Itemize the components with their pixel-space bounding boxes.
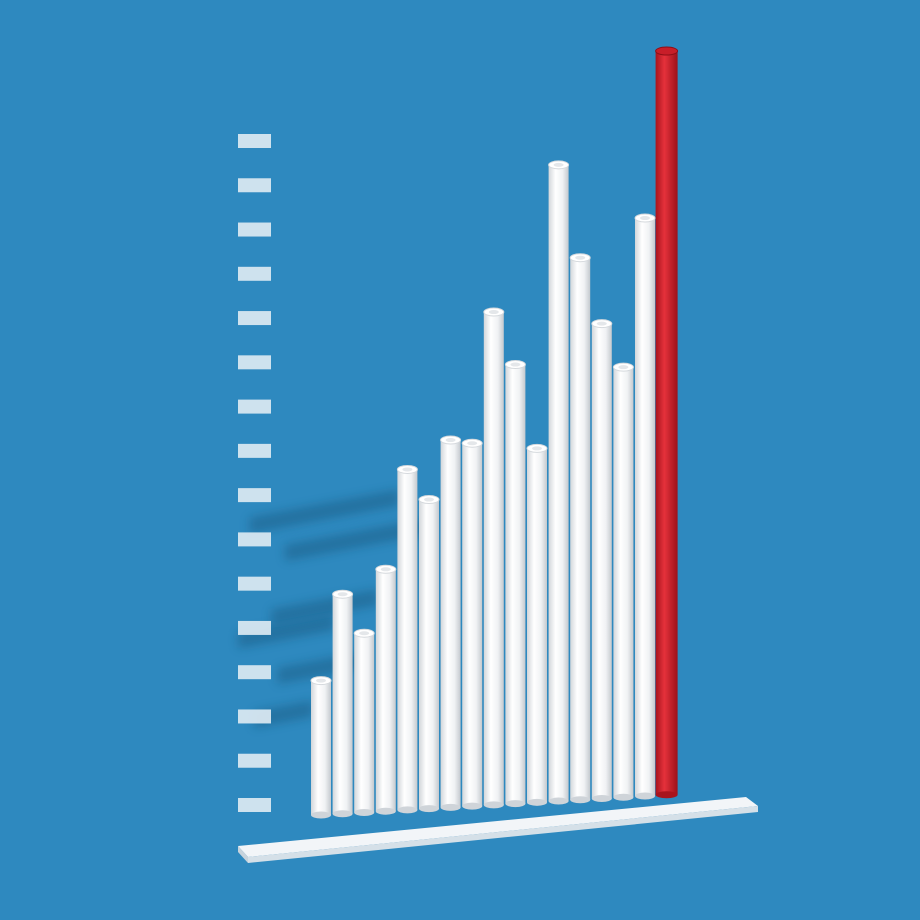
bar-body [440,440,461,808]
bar-shadows [238,489,421,728]
bar-body [483,312,504,805]
bar-top-hole [488,310,499,315]
bar-shadow [284,519,421,562]
bar [418,495,440,813]
bar-body [462,443,483,807]
bar [548,160,570,805]
bar-top-hole [553,162,564,167]
bar [440,435,462,811]
bar-body [505,364,526,804]
base-strip-top [238,797,758,857]
bar [396,464,418,814]
bar-bottom-cap [375,807,396,815]
bar [461,438,483,810]
bar-bottom-cap [354,808,375,816]
bar-bottom-cap [332,810,353,818]
bar-bottom-cap [483,801,504,809]
bar-top-hole [359,631,370,636]
bar-top-hole [380,567,391,572]
bar-body [613,367,634,798]
bar-bottom-cap [570,796,591,804]
y-tick-mark [238,709,271,724]
bar-body [527,448,547,803]
y-axis-ticks [238,134,271,812]
bar [591,319,613,803]
bar-top-hole [402,467,413,472]
y-tick-mark [238,355,271,370]
bar [634,213,656,800]
bar-bottom-cap [613,793,634,801]
bar-bottom-cap [462,802,483,810]
bar-top-hole [618,365,629,370]
bar-body [375,569,396,812]
bar [310,676,332,819]
bar-top-hole [337,592,348,597]
y-tick-mark [238,532,271,547]
bar-body [311,680,331,815]
bar-top-hole [445,438,456,443]
bar-bottom-cap [591,795,612,803]
y-tick-mark [238,665,271,680]
bar-top-cap [655,46,679,56]
bar-bottom-cap [635,792,655,800]
y-tick-mark [238,443,271,458]
bar-bottom-cap [527,798,547,806]
base-strip-edge [238,846,248,863]
bar-top-hole [316,678,326,683]
bar-body [570,257,591,800]
y-tick-mark [238,399,271,414]
y-tick-mark [238,620,271,635]
bar-bottom-cap [397,806,418,814]
bar [483,307,505,809]
bar-top-hole [575,255,586,260]
bar-top-hole [640,216,650,221]
bar-body [397,469,418,810]
bar-bottom-cap [311,811,331,819]
bar-body [332,594,353,814]
bar-body [591,323,612,799]
bar-shadow [238,614,335,649]
bar-body [548,164,569,802]
bar-bottom-cap [548,797,569,805]
y-tick-mark [238,178,271,193]
bar-bottom-cap [419,805,439,813]
bar-highlighted [655,46,679,799]
bar [332,589,354,818]
y-tick-mark [238,311,271,326]
base-strip-front [248,806,758,863]
y-tick-mark [238,266,271,281]
bar-top-hole [532,446,542,451]
bar-body [419,499,439,809]
bar-top-hole [510,362,521,367]
bar-body [655,51,678,795]
bar-top-hole [596,321,607,326]
bar [612,362,634,801]
bar-top-hole [424,497,434,502]
bar [353,628,375,816]
x-axis-base [238,797,758,863]
bars [310,46,679,819]
y-tick-mark [238,134,271,148]
bar-body [635,218,655,796]
bar [375,564,397,815]
bar-bottom-cap [440,803,461,811]
bar [569,253,591,804]
bar [526,443,548,806]
bar-shadow [249,489,400,534]
bar-bottom-cap [655,791,678,799]
bar-body [354,633,375,813]
y-tick-mark [238,576,271,591]
bar-bottom-cap [505,800,526,808]
y-tick-mark [238,488,271,503]
bar [504,360,526,808]
bar-top-hole [467,441,478,446]
y-tick-mark [238,753,271,768]
y-tick-mark [238,798,271,812]
y-tick-mark [238,222,271,237]
